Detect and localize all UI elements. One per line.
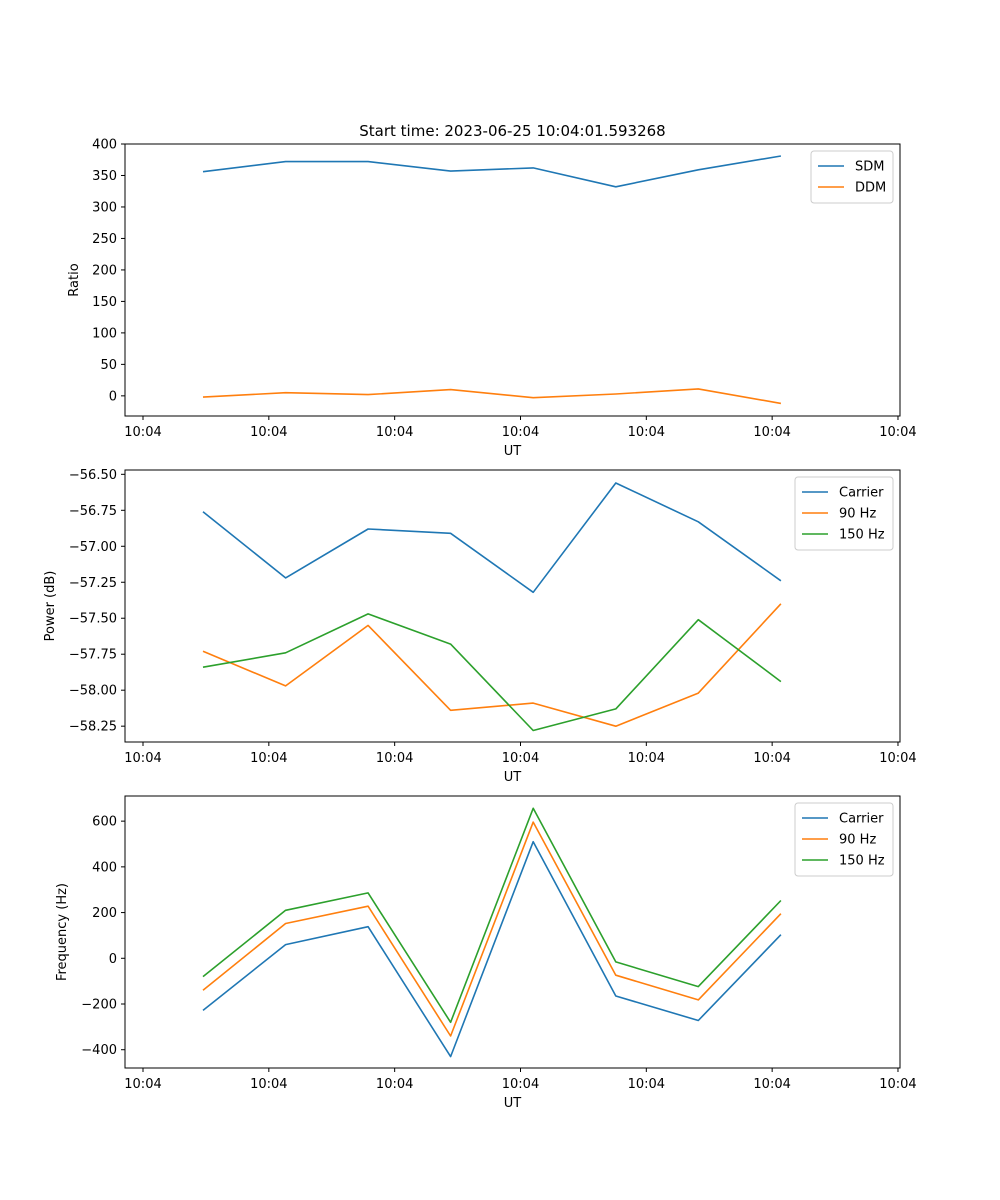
x-tick-label: 10:04 <box>628 1077 665 1092</box>
y-tick-label: 400 <box>92 860 117 875</box>
ratio-panel: 10:0410:0410:0410:0410:0410:0410:0410:05… <box>67 138 917 460</box>
y-tick-label: 100 <box>92 326 117 341</box>
frequency-panel: 10:0410:0410:0410:0410:0410:0410:0410:05… <box>55 795 917 1111</box>
axes-frame <box>124 469 901 743</box>
y-tick-label: −57.25 <box>69 576 117 591</box>
legend: Carrier 90 Hz 150 Hz <box>794 476 894 551</box>
y-tick-label: −57.75 <box>69 648 117 663</box>
legend-label: 90 Hz <box>839 507 876 522</box>
x-tick-label: 10:04 <box>502 751 539 766</box>
x-tick-label: 10:04 <box>753 751 790 766</box>
y-tick-label: 50 <box>100 358 117 373</box>
x-tick-label: 10:04 <box>879 425 916 440</box>
x-tick-label: 10:04 <box>628 751 665 766</box>
y-tick-label: −200 <box>81 998 117 1013</box>
legend: Carrier 90 Hz 150 Hz <box>794 802 894 877</box>
x-axis-label: UT <box>504 444 522 459</box>
y-tick-label: 200 <box>92 263 117 278</box>
legend: SDM DDM <box>810 150 894 204</box>
x-tick-label: 10:04 <box>879 1077 916 1092</box>
axes-frame <box>124 795 901 1069</box>
series-line-ddm <box>202 388 782 405</box>
y-tick-label: −58.00 <box>69 684 117 699</box>
y-tick-label: 400 <box>92 138 117 153</box>
power-panel: 10:0410:0410:0410:0410:0410:0410:0410:05… <box>43 468 917 785</box>
legend-label: Carrier <box>839 486 884 501</box>
x-tick-label: 10:04 <box>753 425 790 440</box>
x-tick-label: 10:04 <box>376 751 413 766</box>
series-line-90-hz <box>202 603 782 728</box>
y-tick-label: −57.00 <box>69 540 117 555</box>
y-tick-label: 600 <box>92 815 117 830</box>
legend-label: 90 Hz <box>839 833 876 848</box>
series-line-90-hz <box>202 821 782 1037</box>
y-tick-label: 0 <box>109 389 117 404</box>
x-axis-label: UT <box>504 1096 522 1111</box>
x-axis-label: UT <box>504 770 522 785</box>
x-tick-label: 10:04 <box>502 425 539 440</box>
x-tick-label: 10:04 <box>124 1077 161 1092</box>
x-tick-label: 10:04 <box>376 1077 413 1092</box>
figure-title: Start time: 2023-06-25 10:04:01.593268 <box>359 122 665 140</box>
series-line-carrier <box>202 840 782 1058</box>
y-axis-label: Frequency (Hz) <box>55 883 70 981</box>
series-line-carrier <box>202 482 782 594</box>
x-tick-label: 10:04 <box>250 425 287 440</box>
y-tick-label: −57.50 <box>69 612 117 627</box>
x-tick-label: 10:04 <box>879 751 916 766</box>
y-tick-label: −56.75 <box>69 504 117 519</box>
y-axis-label: Ratio <box>67 263 82 296</box>
y-tick-label: 200 <box>92 906 117 921</box>
series-line-150-hz <box>202 613 782 732</box>
y-tick-label: 300 <box>92 200 117 215</box>
y-tick-label: −58.25 <box>69 720 117 735</box>
y-axis-label: Power (dB) <box>43 571 58 642</box>
legend-label: SDM <box>855 160 884 175</box>
legend-label: DDM <box>855 181 886 196</box>
legend-box <box>794 802 894 877</box>
y-tick-label: 350 <box>92 169 117 184</box>
legend-box <box>810 150 894 204</box>
x-tick-label: 10:04 <box>376 425 413 440</box>
x-tick-label: 10:04 <box>250 1077 287 1092</box>
y-tick-label: 250 <box>92 232 117 247</box>
y-tick-label: 0 <box>109 952 117 967</box>
legend-box <box>794 476 894 551</box>
legend-label: 150 Hz <box>839 528 885 543</box>
y-tick-label: −400 <box>81 1043 117 1058</box>
x-tick-label: 10:04 <box>753 1077 790 1092</box>
x-tick-label: 10:04 <box>502 1077 539 1092</box>
x-tick-label: 10:04 <box>124 751 161 766</box>
axes-frame <box>124 143 901 417</box>
legend-label: Carrier <box>839 812 884 827</box>
x-tick-label: 10:04 <box>250 751 287 766</box>
y-tick-label: −56.50 <box>69 468 117 483</box>
series-line-150-hz <box>202 807 782 1024</box>
series-line-sdm <box>202 155 782 188</box>
x-tick-label: 10:04 <box>628 425 665 440</box>
legend-label: 150 Hz <box>839 854 885 869</box>
y-tick-label: 150 <box>92 295 117 310</box>
x-tick-label: 10:04 <box>124 425 161 440</box>
